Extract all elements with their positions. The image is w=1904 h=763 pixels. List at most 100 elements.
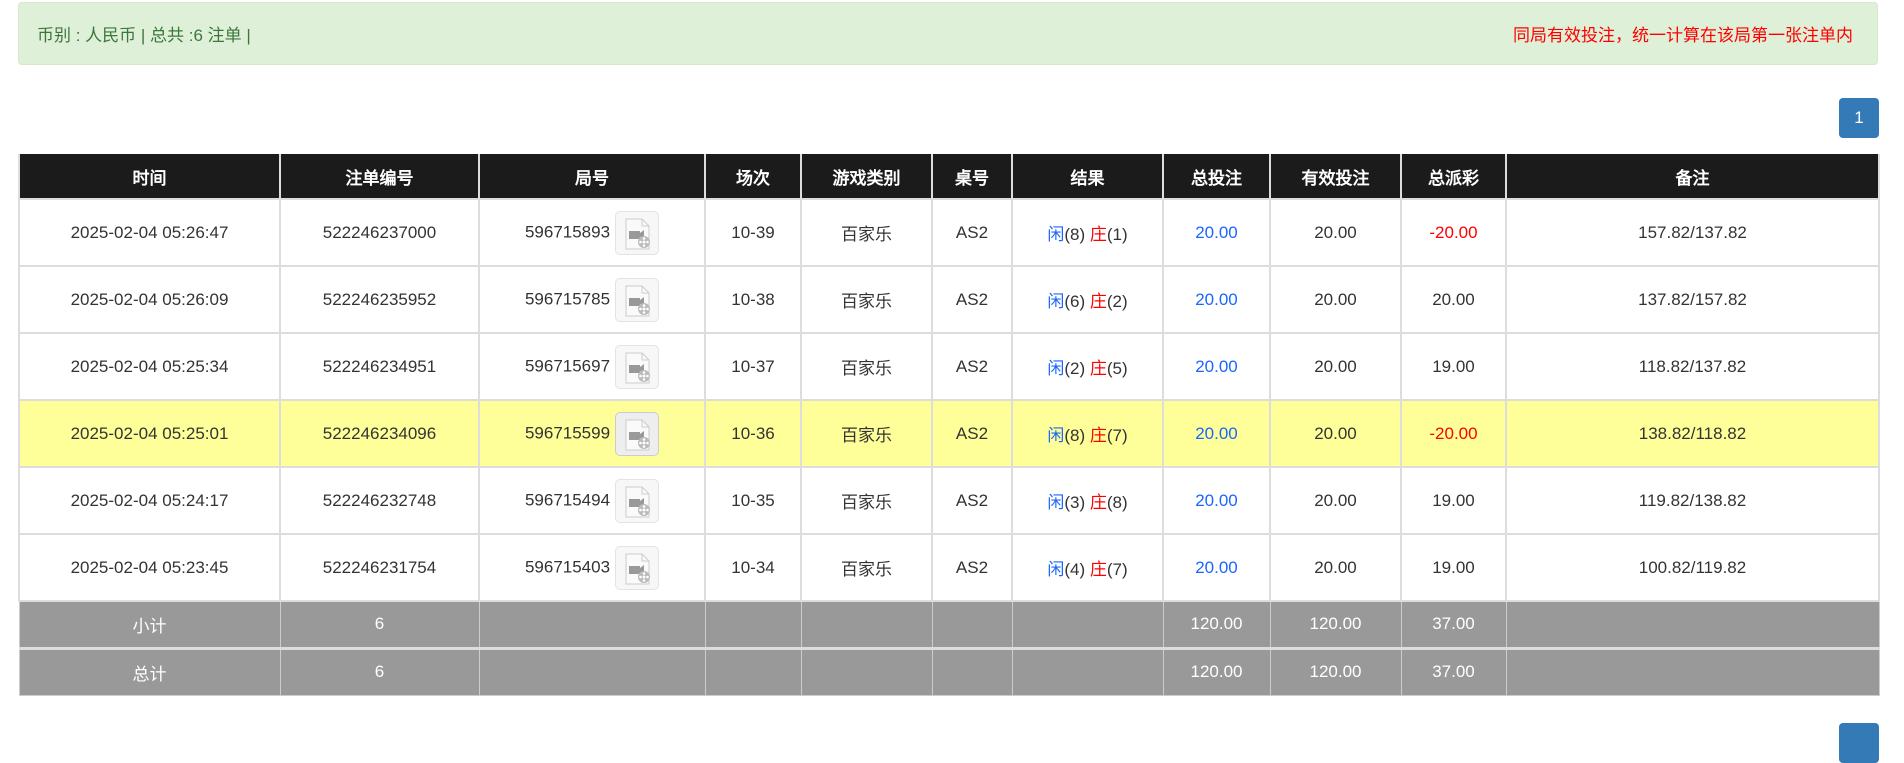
payout: -20.00 (1400, 198, 1507, 267)
banker-points: (7) (1106, 560, 1128, 579)
player-label: 闲 (1047, 292, 1065, 311)
round-cell: 596715785 (478, 265, 706, 334)
grand_total-label: 总计 (18, 646, 281, 696)
column-header: 时间 (18, 154, 281, 200)
round-cell: 596715893 (478, 198, 706, 267)
round-number: 596715785 (524, 288, 611, 308)
bet-id: 522246234951 (279, 332, 480, 401)
banker-label: 庄 (1089, 426, 1107, 445)
column-header: 总派彩 (1400, 154, 1507, 200)
valid-bet-notice: 同局有效投注，统一计算在该局第一张注单内 (1513, 26, 1853, 45)
video-replay-icon[interactable] (615, 411, 660, 456)
bet-id: 522246234096 (279, 399, 480, 468)
total-bet: 20.00 (1162, 332, 1271, 401)
summary-alert: 币别 : 人民币 | 总共 :6 注单 | 同局有效投注，统一计算在该局第一张注… (18, 2, 1878, 65)
payout: -20.00 (1400, 399, 1507, 468)
total-bet: 20.00 (1162, 533, 1271, 602)
player-label: 闲 (1047, 426, 1065, 445)
grand_total-valid: 120.00 (1269, 646, 1402, 696)
subtotal-count: 6 (279, 600, 480, 649)
round-number: 596715403 (524, 556, 611, 576)
table-number: AS2 (931, 198, 1013, 267)
video-replay-icon[interactable] (615, 545, 660, 590)
subtotal-total: 120.00 (1162, 600, 1271, 649)
banker-points: (8) (1106, 493, 1128, 512)
player-points: (8) (1064, 225, 1086, 244)
valid-bet: 20.00 (1269, 399, 1402, 468)
bet-id: 522246237000 (279, 198, 480, 267)
column-header: 局号 (478, 154, 706, 200)
banker-label: 庄 (1089, 493, 1107, 512)
round-cell: 596715494 (478, 466, 706, 535)
table-row: 2025-02-04 05:25:34 522246234951 5967156… (18, 332, 1880, 401)
note: 137.82/157.82 (1505, 265, 1880, 334)
note: 118.82/137.82 (1505, 332, 1880, 401)
total-bet: 20.00 (1162, 198, 1271, 267)
column-header: 桌号 (931, 154, 1013, 200)
note: 119.82/138.82 (1505, 466, 1880, 535)
pagination-page-1-top[interactable]: 1 (1839, 98, 1879, 138)
table-row: 2025-02-04 05:26:47 522246237000 5967158… (18, 198, 1880, 267)
note: 157.82/137.82 (1505, 198, 1880, 267)
table-row: 2025-02-04 05:25:01 522246234096 5967155… (18, 399, 1880, 468)
bet-time: 2025-02-04 05:24:17 (18, 466, 281, 535)
result: 闲(3) 庄(8) (1011, 466, 1164, 535)
player-label: 闲 (1047, 359, 1065, 378)
column-header: 有效投注 (1269, 154, 1402, 200)
table-header: 时间 注单编号 局号 场次 游戏类别 桌号 结果 总投注 有效投注 总派彩 备注 (18, 154, 1880, 200)
shoe: 10-34 (704, 533, 802, 602)
grand_total-row: 总计 6 120.00 120.00 37.00 (18, 646, 1880, 696)
round-number: 596715893 (524, 221, 611, 241)
game-type: 百家乐 (800, 399, 933, 468)
shoe: 10-38 (704, 265, 802, 334)
table-number: AS2 (931, 265, 1013, 334)
result: 闲(8) 庄(1) (1011, 198, 1164, 267)
round-number: 596715697 (524, 355, 611, 375)
grand_total-payout: 37.00 (1400, 646, 1507, 696)
banker-label: 庄 (1089, 560, 1107, 579)
game-type: 百家乐 (800, 533, 933, 602)
column-header: 结果 (1011, 154, 1164, 200)
round-number: 596715599 (524, 422, 611, 442)
round-number: 596715494 (524, 489, 611, 509)
player-points: (2) (1064, 359, 1086, 378)
banker-points: (7) (1106, 426, 1128, 445)
result: 闲(8) 庄(7) (1011, 399, 1164, 468)
grand_total-total: 120.00 (1162, 646, 1271, 696)
game-type: 百家乐 (800, 265, 933, 334)
valid-bet: 20.00 (1269, 265, 1402, 334)
bet-time: 2025-02-04 05:23:45 (18, 533, 281, 602)
bet-time: 2025-02-04 05:26:09 (18, 265, 281, 334)
player-points: (6) (1064, 292, 1086, 311)
shoe: 10-39 (704, 198, 802, 267)
video-replay-icon[interactable] (615, 277, 660, 322)
subtotal-row: 小计 6 120.00 120.00 37.00 (18, 600, 1880, 649)
player-label: 闲 (1047, 225, 1065, 244)
pagination-page-1-bottom[interactable] (1839, 723, 1879, 763)
video-replay-icon[interactable] (615, 210, 660, 255)
video-replay-icon[interactable] (615, 478, 660, 523)
total-bet: 20.00 (1162, 466, 1271, 535)
shoe: 10-35 (704, 466, 802, 535)
player-points: (4) (1064, 560, 1086, 579)
banker-points: (1) (1106, 225, 1128, 244)
table-number: AS2 (931, 399, 1013, 468)
grand_total-count: 6 (279, 646, 480, 696)
total-bet: 20.00 (1162, 265, 1271, 334)
bet-time: 2025-02-04 05:25:01 (18, 399, 281, 468)
player-points: (3) (1064, 493, 1086, 512)
game-type: 百家乐 (800, 332, 933, 401)
bet-id: 522246232748 (279, 466, 480, 535)
column-header: 注单编号 (279, 154, 480, 200)
column-header: 备注 (1505, 154, 1880, 200)
video-replay-icon[interactable] (615, 344, 660, 389)
payout: 19.00 (1400, 533, 1507, 602)
round-cell: 596715599 (478, 399, 706, 468)
bet-id: 522246235952 (279, 265, 480, 334)
table-row: 2025-02-04 05:26:09 522246235952 5967157… (18, 265, 1880, 334)
subtotal-label: 小计 (18, 600, 281, 649)
game-type: 百家乐 (800, 466, 933, 535)
banker-label: 庄 (1089, 225, 1107, 244)
column-header: 总投注 (1162, 154, 1271, 200)
table-number: AS2 (931, 466, 1013, 535)
